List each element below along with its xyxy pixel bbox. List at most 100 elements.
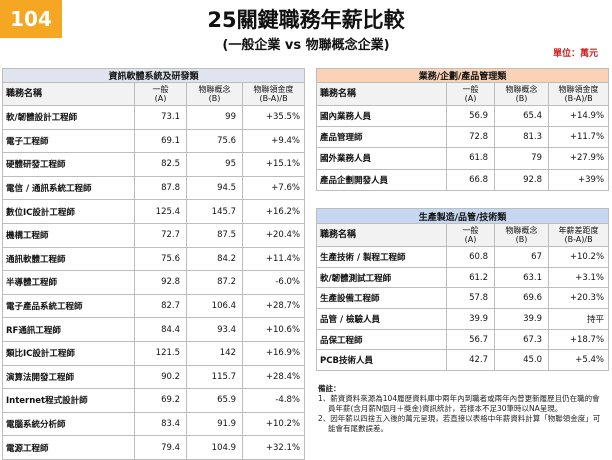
- iot-salary-cell: 67: [494, 246, 549, 268]
- job-title-cell: 硬體研發工程師: [2, 152, 135, 177]
- col-header-gap: 年薪差距度 (B-A)/B: [547, 223, 610, 247]
- iot-salary-cell: 75.6: [186, 128, 243, 154]
- iot-salary-cell: 99: [186, 105, 243, 130]
- job-title-cell: 品保工程師: [316, 328, 447, 351]
- table-row: 產品企劃開發人員 66.8 92.8 +39%: [316, 168, 610, 191]
- gap-cell: +27.9%: [547, 147, 610, 170]
- gap-cell: +9.4%: [241, 128, 306, 154]
- gap-cell: +15.1%: [241, 152, 306, 177]
- section-title: 生產製造/品管/技術類: [315, 208, 610, 224]
- general-salary-cell: 39.9: [446, 308, 495, 330]
- footnotes: 備註： 1、薪資資料來源為104履歷資料庫中兩年內到職者或兩年內曾更新履歷且仍在…: [318, 384, 606, 434]
- general-salary-cell: 82.5: [134, 152, 187, 177]
- col-header-general: 一般 (A): [134, 82, 187, 106]
- job-title-cell: 數位IC設計工程師: [2, 199, 135, 224]
- general-salary-cell: 92.8: [134, 270, 187, 295]
- gap-cell: +16.2%: [241, 199, 306, 224]
- job-title-cell: 電源工程師: [2, 435, 135, 460]
- gap-cell: +10.2%: [241, 411, 306, 437]
- general-salary-cell: 121.5: [134, 340, 187, 366]
- table-row: RF通訊工程師 84.4 93.4 +10.6%: [2, 317, 306, 342]
- gap-cell: +28.4%: [241, 364, 306, 390]
- job-title-cell: Internet程式設計師: [2, 388, 135, 413]
- general-salary-cell: 83.4: [134, 411, 187, 437]
- gap-cell: +5.4%: [547, 349, 610, 372]
- footnote-item: 2、因年薪以四捨五入後的萬元呈現，若直接以表格中年薪資料計算「物聯領金度」可能會…: [318, 414, 601, 433]
- footnote-item: 1、薪資資料來源為104履歷資料庫中兩年內到職者或兩年內曾更新履歷且仍在職的會員…: [318, 394, 600, 413]
- general-salary-cell: 72.8: [446, 126, 495, 149]
- general-salary-cell: 87.8: [134, 175, 187, 201]
- page-subtitle: (一般企業 vs 物聯概念企業): [222, 38, 390, 53]
- table-row: 生產技術 / 製程工程師 60.8 67 +10.2%: [316, 246, 610, 268]
- iot-salary-cell: 95: [186, 152, 243, 177]
- general-salary-cell: 125.4: [134, 199, 187, 224]
- job-title-cell: 演算法開發工程師: [2, 364, 135, 390]
- general-salary-cell: 60.8: [446, 246, 495, 268]
- general-salary-cell: 82.7: [134, 293, 187, 319]
- general-salary-cell: 72.7: [134, 222, 187, 248]
- table-sales-planning: 業務/企劃/產品管理類 職務名稱 一般 (A) 物聯概念 (B) 物聯領金度 (B-A…: [315, 68, 610, 191]
- section-title: 資訊軟體系統及研發類: [1, 68, 306, 83]
- table-row: 電子工程師 69.1 75.6 +9.4%: [2, 128, 306, 154]
- col-header-iot: 物聯概念 (B): [494, 223, 549, 247]
- table-row: 軟/韌體設計工程師 73.1 99 +35.5%: [2, 105, 306, 130]
- job-title-cell: 電信 / 通訊系統工程師: [2, 175, 135, 201]
- job-title-cell: 產品企劃開發人員: [316, 168, 447, 191]
- iot-salary-cell: 93.4: [186, 317, 243, 342]
- job-title-cell: 半導體工程師: [2, 270, 135, 295]
- gap-cell: -4.8%: [241, 388, 306, 413]
- job-title-cell: 品管 / 檢驗人員: [316, 308, 447, 330]
- col-header-name: 職務名稱: [2, 82, 135, 106]
- table-manufacturing-qc: 生產製造/品管/技術類 職務名稱 一般 (A) 物聯概念 (B) 年薪差距度 (B-A…: [315, 208, 610, 372]
- iot-salary-cell: 94.5: [186, 175, 243, 201]
- unit-label: 單位：萬元: [552, 49, 598, 59]
- general-salary-cell: 69.1: [134, 128, 187, 154]
- general-salary-cell: 73.1: [134, 105, 187, 130]
- col-header-gap: 物聯領金度 (B-A)/B: [241, 82, 306, 106]
- table-row: 品管 / 檢驗人員 39.9 39.9 持平: [316, 308, 610, 330]
- gap-cell: +11.7%: [547, 126, 610, 149]
- iot-salary-cell: 81.3: [494, 126, 549, 149]
- footnotes-title: 備註：: [318, 384, 341, 393]
- iot-salary-cell: 79: [494, 147, 549, 170]
- gap-cell: +10.2%: [547, 246, 610, 268]
- iot-salary-cell: 91.9: [186, 411, 243, 437]
- table-row: PCB技術人員 42.7 45.0 +5.4%: [316, 349, 610, 372]
- table-row: 電腦系統分析師 83.4 91.9 +10.2%: [2, 411, 306, 437]
- job-title-cell: 通訊軟體工程師: [2, 246, 135, 272]
- page-title: 25關鍵職務年薪比較: [207, 8, 405, 32]
- iot-salary-cell: 145.7: [186, 199, 243, 224]
- job-title-cell: 軟/韌體設計工程師: [2, 105, 135, 130]
- gap-cell: +16.9%: [241, 340, 306, 366]
- job-title-cell: PCB技術人員: [316, 349, 447, 372]
- table-row: 生產設備工程師 57.8 69.6 +20.3%: [316, 287, 610, 310]
- iot-salary-cell: 65.9: [186, 388, 243, 413]
- job-title-cell: 類比IC設計工程師: [2, 340, 135, 366]
- gap-cell: +7.6%: [241, 175, 306, 201]
- iot-salary-cell: 104.9: [186, 435, 243, 460]
- gap-cell: +32.1%: [241, 435, 306, 460]
- job-title-cell: 機構工程師: [2, 222, 135, 248]
- table-row: Internet程式設計師 69.2 65.9 -4.8%: [2, 388, 306, 413]
- col-header-gap: 物聯領金度 (B-A)/B: [547, 82, 610, 106]
- table-row: 通訊軟體工程師 75.6 84.2 +11.4%: [2, 246, 306, 272]
- gap-cell: +28.7%: [241, 293, 306, 319]
- table-row: 演算法開發工程師 90.2 115.7 +28.4%: [2, 364, 306, 390]
- section-title: 業務/企劃/產品管理類: [315, 68, 610, 83]
- iot-salary-cell: 63.1: [494, 266, 549, 289]
- gap-cell: +11.4%: [241, 246, 306, 272]
- general-salary-cell: 61.8: [446, 147, 495, 170]
- gap-cell: +35.5%: [241, 105, 306, 130]
- table-row: 機構工程師 72.7 87.5 +20.4%: [2, 222, 306, 248]
- iot-salary-cell: 84.2: [186, 246, 243, 272]
- job-title-cell: 電子工程師: [2, 128, 135, 154]
- table-row: 國外業務人員 61.8 79 +27.9%: [316, 147, 610, 170]
- iot-salary-cell: 115.7: [186, 364, 243, 390]
- gap-cell: +10.6%: [241, 317, 306, 342]
- table-row: 數位IC設計工程師 125.4 145.7 +16.2%: [2, 199, 306, 224]
- table-it-rd: 資訊軟體系統及研發類 職務名稱 一般 (A) 物聯概念 (B) 物聯領金度 (B-A)…: [1, 68, 306, 460]
- col-header-general: 一般 (A): [446, 223, 495, 247]
- table-row: 硬體研發工程師 82.5 95 +15.1%: [2, 152, 306, 177]
- gap-cell: 持平: [547, 308, 610, 330]
- iot-salary-cell: 92.8: [494, 168, 549, 191]
